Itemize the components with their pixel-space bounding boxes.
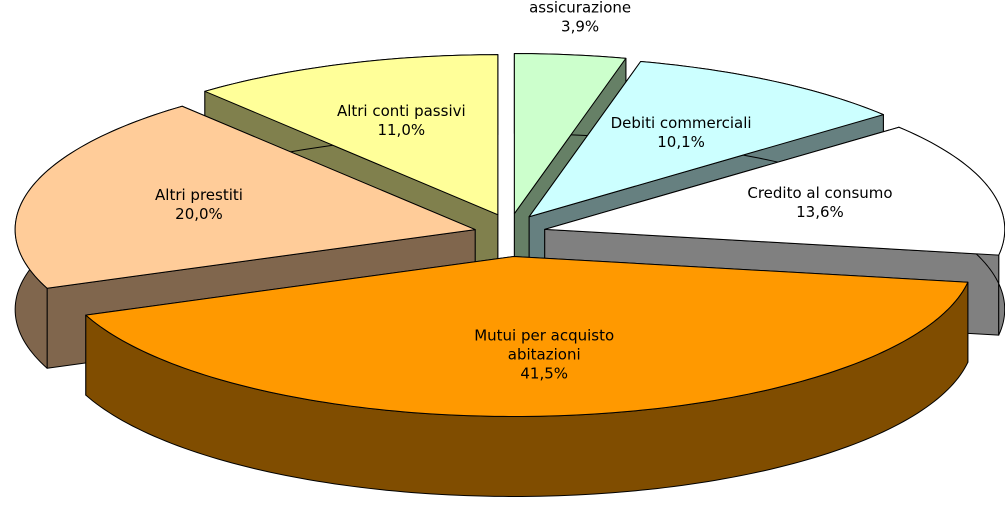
slice-name: Mutui per acquisto abitazioni [474, 326, 615, 364]
slice-name: Debiti commerciali [610, 113, 752, 132]
slice-value: 20,0% [175, 204, 223, 223]
slice-value: 10,1% [657, 132, 705, 151]
slice-value: 41,5% [520, 364, 569, 383]
slice [14, 105, 476, 289]
slice [544, 126, 1005, 256]
slice [204, 54, 499, 216]
slice-name: Riserve tecniche di assicurazione [529, 0, 632, 17]
slice [528, 60, 884, 218]
slice-value: 3,9% [561, 17, 600, 36]
slice-name: Credito al consumo [747, 184, 893, 203]
slice-value: 13,6% [796, 203, 844, 222]
slice [85, 255, 969, 417]
slice-value: 11,0% [377, 121, 426, 140]
data-label: Debiti commerciali 10,1% [586, 114, 776, 152]
data-label: Mutui per acquisto abitazioni 41,5% [449, 327, 639, 384]
slice-name: Altri prestiti [155, 185, 243, 204]
data-label: Altri conti passivi 11,0% [306, 102, 496, 140]
slice-name: Altri conti passivi [336, 102, 466, 121]
slice [513, 53, 627, 215]
data-label: Altri prestiti 20,0% [104, 186, 294, 224]
data-label: Credito al consumo 13,6% [725, 184, 915, 222]
